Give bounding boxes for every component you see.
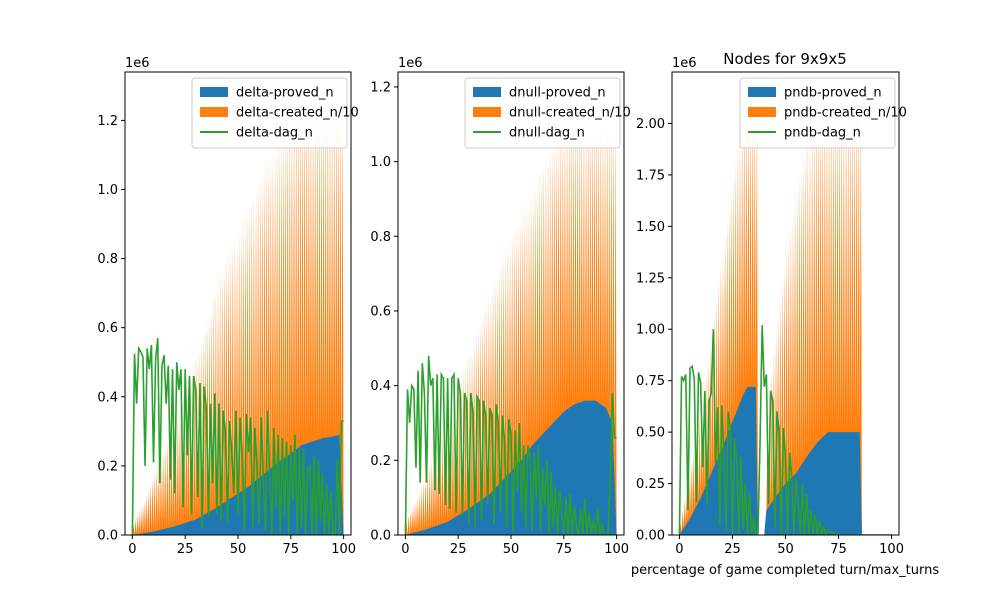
legend-label: dnull-dag_n <box>509 126 585 141</box>
y-offset-label: 1e6 <box>672 56 697 71</box>
legend-label: pndb-created_n/10 <box>784 106 907 121</box>
legend-box <box>191 77 348 149</box>
legend-box <box>464 77 621 149</box>
y-tick-label: 1.2 <box>97 114 118 129</box>
y-tick-label: 1.25 <box>636 271 665 286</box>
x-tick-label: 100 <box>604 542 629 557</box>
legend-label: dnull-proved_n <box>509 86 606 101</box>
y-tick-label: 1.2 <box>370 80 391 95</box>
x-tick-label: 50 <box>230 542 247 557</box>
legend-label: pndb-dag_n <box>784 126 861 141</box>
x-tick-label: 25 <box>450 542 467 557</box>
legend-label: dnull-created_n/10 <box>509 106 631 121</box>
y-tick-label: 0.75 <box>636 374 665 389</box>
legend-label: pndb-proved_n <box>784 86 882 101</box>
subplot-3: 0 25 50 75 100 0.00 0.25 0.50 0.75 1.00 1.25 1.50 1.… <box>636 56 907 557</box>
legend: dnull-proved_n dnull-created_n/10 dnull-da… <box>464 77 631 149</box>
y-tick-label: 1.50 <box>636 220 665 235</box>
legend-swatch <box>473 87 501 97</box>
y-tick-label: 0.2 <box>370 454 391 469</box>
legend: delta-proved_n delta-created_n/10 delta-da… <box>191 77 359 149</box>
subplot-2: 0 25 50 75 100 0.0 0.2 0.4 0.6 0.8 1.0 1.2 1e6 dnull-… <box>370 56 631 557</box>
y-tick-label: 1.0 <box>97 183 118 198</box>
y-tick-label: 1.0 <box>370 155 391 170</box>
y-tick-label: 0.6 <box>370 304 391 319</box>
subplot-1: 0 25 50 75 100 0.0 0.2 0.4 0.6 0.8 1.0 1.2 1e6 delta-… <box>97 56 358 557</box>
legend-swatch <box>748 87 776 97</box>
series-3-line <box>678 325 892 535</box>
y-tick-label: 0.50 <box>636 426 665 441</box>
series-3-line <box>131 337 344 535</box>
x-tick-label: 0 <box>675 542 683 557</box>
y-tick-label: 0.4 <box>370 379 391 394</box>
y-tick-label: 0.2 <box>97 459 118 474</box>
y-tick-label: 0.4 <box>97 390 118 405</box>
x-tick-label: 0 <box>401 542 409 557</box>
y-tick-label: 0.25 <box>636 477 665 492</box>
y-offset-label: 1e6 <box>125 56 150 71</box>
x-tick-label: 50 <box>503 542 520 557</box>
legend-swatch <box>200 107 228 117</box>
series-3-line <box>404 355 617 535</box>
x-tick-label: 100 <box>879 542 904 557</box>
legend: pndb-proved_n pndb-created_n/10 pndb-dag_n <box>739 77 907 149</box>
x-tick-label: 25 <box>177 542 194 557</box>
legend-swatch <box>473 107 501 117</box>
x-tick-label: 75 <box>556 542 573 557</box>
y-offset-label: 1e6 <box>398 56 423 71</box>
plot-area <box>678 102 893 535</box>
legend-label: delta-proved_n <box>236 86 334 101</box>
y-tick-label: 0.8 <box>370 230 391 245</box>
legend-label: delta-created_n/10 <box>236 106 359 121</box>
x-tick-label: 75 <box>830 542 847 557</box>
y-tick-label: 0.0 <box>370 529 391 544</box>
series-2-area <box>132 99 345 535</box>
plot-area <box>404 116 618 535</box>
plot-area <box>131 99 345 535</box>
legend-swatch <box>748 107 776 117</box>
y-tick-label: 0.0 <box>97 529 118 544</box>
y-tick-label: 2.00 <box>636 117 665 132</box>
x-axis-label: percentage of game completed turn/max_tu… <box>631 563 940 578</box>
legend-label: delta-dag_n <box>236 126 313 141</box>
x-tick-label: 25 <box>724 542 741 557</box>
x-tick-label: 75 <box>283 542 300 557</box>
x-tick-label: 50 <box>777 542 794 557</box>
figure-title: Nodes for 9x9x5 <box>723 50 847 68</box>
legend-box <box>739 77 896 149</box>
x-tick-label: 100 <box>331 542 356 557</box>
y-tick-label: 0.8 <box>97 252 118 267</box>
x-tick-label: 0 <box>128 542 136 557</box>
y-tick-label: 0.00 <box>636 529 665 544</box>
y-tick-label: 0.6 <box>97 321 118 336</box>
legend-swatch <box>200 87 228 97</box>
y-tick-label: 1.75 <box>636 168 665 183</box>
y-tick-label: 1.00 <box>636 323 665 338</box>
proved-overlay-area <box>405 400 617 535</box>
